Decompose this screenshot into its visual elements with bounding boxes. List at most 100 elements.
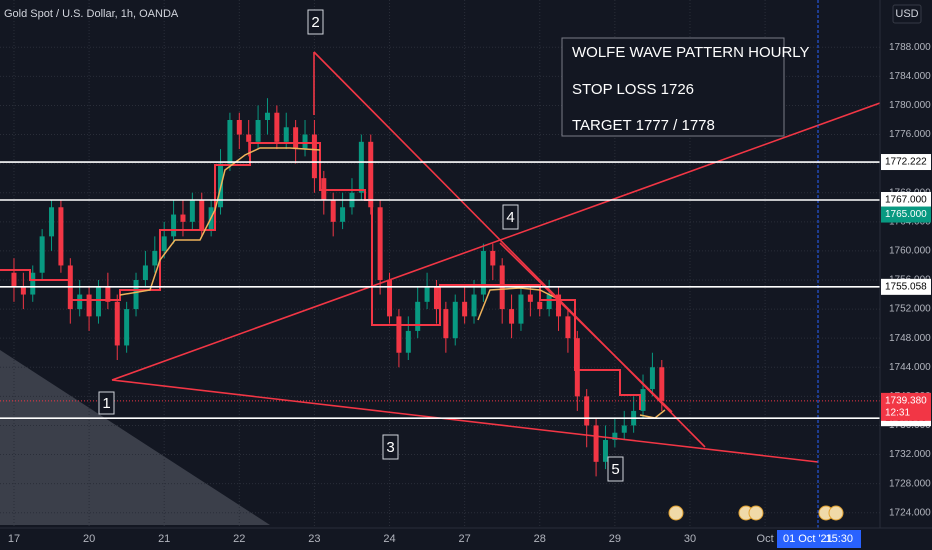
candle-body [340,207,346,222]
wave-label: 4 [506,209,514,226]
candle-body [640,389,646,411]
candle-body [199,200,205,230]
candle-body [20,287,26,295]
wave-label: 2 [311,14,319,31]
candle-body [527,294,533,302]
y-tick-label: 1728.000 [889,478,931,489]
x-tick-label: 27 [459,533,471,545]
candle-body [584,396,590,426]
candle-body [574,338,580,397]
wave-box [502,204,519,230]
annotation-text: STOP LOSS 1726 [572,81,694,98]
candle-body [58,207,64,266]
crosshair-badge [777,530,861,548]
annotation-text: TARGET 1777 / 1778 [572,117,715,134]
candle-body [114,301,120,346]
candle-body [433,287,439,310]
x-tick-label: 17 [8,533,20,545]
candle-body [274,112,280,142]
y-tick-label: 1724.000 [889,507,931,518]
candle-body [405,330,411,353]
y-tick-label: 1732.000 [889,449,931,460]
candle-body [518,294,524,324]
price-line-badge [881,154,931,171]
candle-body [86,294,92,317]
x-tick-label: 29 [609,533,621,545]
x-tick-label: Oct [757,533,774,545]
y-tick-label: 1748.000 [889,333,931,344]
event-icon [748,505,764,521]
candle-body [161,236,167,251]
price-line-badge [881,192,931,208]
candle-body [452,301,458,339]
candle-body [283,127,289,142]
y-tick-label: 1780.000 [889,100,931,111]
candle-body [142,265,148,280]
axis-overlays: 1772.2221767.0001755.0581737.0001765.000… [881,154,931,427]
candle-body [30,272,36,295]
candle-body [443,309,449,339]
wave-label: 5 [611,461,619,478]
candle-body [133,280,139,310]
x-tick-label: 20 [83,533,95,545]
candle-body [387,280,393,317]
candle-body [330,200,336,222]
candle-body [255,120,261,142]
trend-line [111,379,819,463]
candle-body [311,134,317,179]
candle-body [556,294,562,317]
candle-body [509,309,515,324]
y-tick-label: 1744.000 [889,362,931,373]
candle-body [246,134,252,142]
x-tick-label: 30 [684,533,696,545]
candle-body [546,294,552,310]
crosshair-date: 01 Oct '21 [783,533,833,545]
candle-body [95,287,101,317]
y-tick-label: 1788.000 [889,42,931,53]
y-tick-label: 1760.000 [889,246,931,257]
candle-body [227,120,233,164]
crosshair-time: 15:30 [825,533,853,545]
shaded-region [0,350,270,525]
annotation-box [561,37,785,137]
price-line-label: 1767.000 [885,195,927,206]
candle-body [171,214,177,237]
price-axis [880,0,932,550]
candle-body [593,425,599,462]
trend-line [111,102,881,381]
candle-body [152,250,158,266]
candle-body [415,301,421,331]
wave-box [307,9,324,35]
price-line-label: 1772.222 [885,157,927,168]
y-tick-label: 1784.000 [889,71,931,82]
price-line-label: 1755.058 [885,281,927,292]
countdown: 12:31 [885,408,910,419]
trend-lines [111,51,881,463]
candle-body [602,440,608,462]
indicator-line-2 [119,147,321,296]
candle-body [180,214,186,222]
wave-labels [98,9,624,482]
currency: USD [895,8,918,20]
candle-body [39,236,45,273]
annotation-text: WOLFE WAVE PATTERN HOURLY [572,44,810,61]
wave-label: 1 [102,395,110,412]
x-tick-label: 24 [383,533,395,545]
marker-badge [881,206,931,223]
candle-body [105,287,111,302]
price-lines [0,161,880,419]
last-price-label: 1739.380 [885,396,927,407]
candle-body [124,309,130,346]
indicator-line [0,142,641,410]
currency-badge [892,4,922,24]
wave-box [607,456,624,482]
event-icon [668,505,684,521]
last-price-badge [881,392,931,421]
candle-body [293,127,299,150]
wave-box [382,434,399,460]
x-tick-label: 22 [233,533,245,545]
candle-body [659,367,665,401]
candle-body [537,301,543,310]
y-tick-label: 1776.000 [889,129,931,140]
